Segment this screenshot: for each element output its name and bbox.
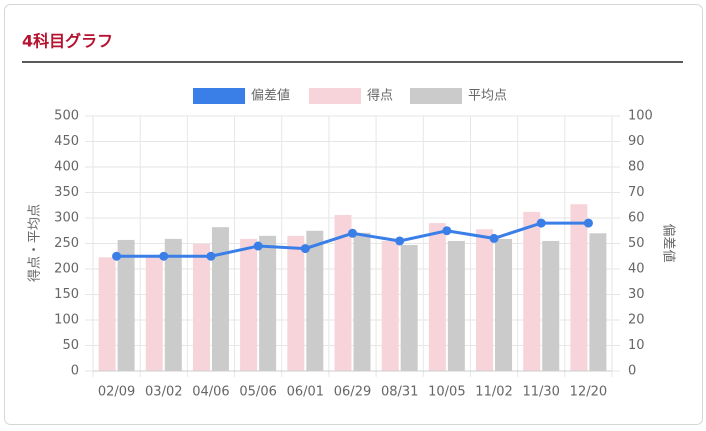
y-axis-label: 得点・平均点	[27, 204, 43, 282]
y-tick-label: 150	[54, 287, 79, 302]
bar	[145, 256, 163, 371]
point	[206, 251, 216, 261]
point	[300, 244, 310, 254]
bar	[589, 233, 607, 371]
bar	[570, 204, 588, 371]
x-tick-label: 10/05	[428, 385, 465, 400]
bar	[400, 245, 418, 371]
y2-tick-label: 70	[628, 185, 645, 200]
x-tick-label: 02/09	[98, 385, 135, 400]
point	[159, 251, 169, 261]
y-tick-label: 200	[54, 262, 79, 277]
y2-tick-label: 100	[628, 109, 653, 124]
point	[442, 226, 452, 236]
y-tick-label: 0	[71, 364, 79, 379]
bar	[381, 240, 399, 371]
y2-tick-label: 40	[628, 262, 645, 277]
x-tick-label: 06/29	[334, 385, 371, 400]
bar	[428, 223, 446, 371]
bar	[117, 239, 135, 371]
bar	[192, 244, 210, 371]
bar	[259, 235, 277, 371]
legend-swatch	[309, 88, 361, 104]
bar	[164, 238, 182, 371]
y2-tick-label: 80	[628, 160, 645, 175]
point	[583, 218, 593, 228]
bar	[211, 227, 229, 371]
x-tick-label: 11/30	[522, 385, 559, 400]
bar	[353, 232, 371, 371]
y2-tick-label: 50	[628, 236, 645, 251]
point	[348, 228, 357, 238]
point	[536, 218, 546, 228]
chart-title: 4科目グラフ	[22, 32, 113, 51]
y-tick-label: 500	[54, 109, 79, 124]
x-tick-label: 08/31	[381, 385, 418, 400]
x-tick-label: 11/02	[475, 385, 512, 400]
y2-tick-label: 30	[628, 287, 645, 302]
y-tick-label: 300	[54, 211, 79, 226]
x-tick-label: 05/06	[239, 385, 276, 400]
y2-tick-label: 20	[628, 313, 645, 328]
y-tick-label: 450	[54, 134, 79, 149]
bar	[542, 240, 560, 371]
x-tick-label: 06/01	[287, 385, 324, 400]
y-tick-label: 400	[54, 160, 79, 175]
legend-label: 得点	[367, 88, 393, 104]
bar	[287, 235, 305, 371]
point	[112, 251, 122, 261]
bar	[523, 211, 541, 371]
bar	[476, 229, 494, 371]
legend-label: 平均点	[468, 89, 507, 104]
y-tick-label: 350	[54, 185, 79, 200]
bar	[495, 238, 513, 371]
y-tick-label: 100	[54, 313, 79, 328]
bar	[98, 257, 116, 371]
y-tick-label: 250	[54, 236, 79, 251]
y-tick-label: 50	[62, 338, 79, 353]
x-tick-label: 12/20	[570, 385, 607, 400]
y2-axis-label: 偏差値	[661, 223, 677, 262]
bar	[334, 214, 352, 371]
bar	[240, 238, 258, 371]
point	[489, 233, 499, 243]
point	[253, 241, 263, 251]
legend-swatch	[410, 88, 462, 104]
bar	[306, 230, 324, 371]
legend-swatch	[193, 88, 245, 104]
y2-tick-label: 60	[628, 211, 645, 226]
y2-tick-label: 10	[628, 338, 645, 353]
x-tick-label: 04/06	[192, 385, 229, 400]
x-tick-label: 03/02	[145, 385, 182, 400]
y2-tick-label: 90	[628, 134, 645, 149]
y2-tick-label: 0	[628, 364, 636, 379]
bar	[447, 240, 465, 371]
legend-label: 偏差値	[251, 88, 290, 104]
point	[395, 236, 405, 246]
